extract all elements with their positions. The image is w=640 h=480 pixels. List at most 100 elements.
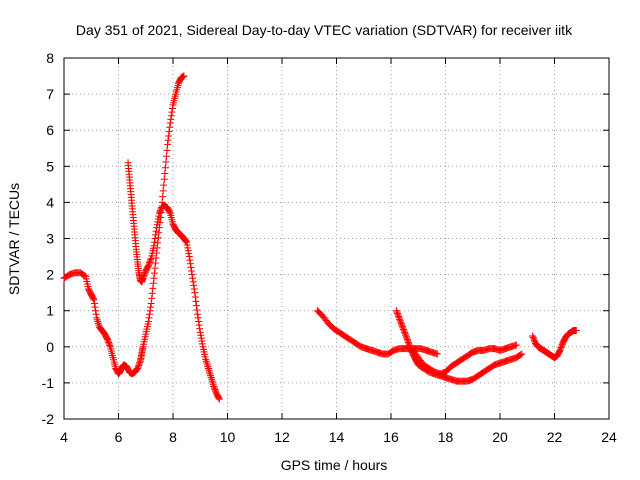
data-point — [140, 271, 148, 279]
data-point — [197, 331, 205, 339]
y-tick-label: -1 — [42, 375, 55, 391]
data-point — [132, 366, 140, 374]
data-point — [194, 310, 202, 318]
data-point — [194, 314, 202, 322]
data-point — [210, 383, 218, 391]
data-point — [141, 270, 149, 278]
data-point — [192, 297, 200, 305]
data-point — [556, 345, 564, 353]
data-point — [150, 238, 158, 246]
data-point — [165, 132, 173, 140]
data-point — [189, 274, 197, 282]
data-point — [166, 119, 174, 127]
data-point — [215, 394, 223, 402]
data-point — [155, 209, 163, 217]
series-arc-3 — [313, 307, 441, 358]
data-point — [104, 337, 112, 345]
y-tick-label: 2 — [46, 267, 54, 283]
x-tick-label: 18 — [438, 429, 454, 445]
data-point — [401, 330, 409, 338]
data-point — [147, 299, 155, 307]
data-point — [166, 208, 174, 216]
data-point — [153, 224, 161, 232]
x-tick-label: 16 — [383, 429, 399, 445]
data-point — [159, 187, 167, 195]
data-point — [205, 366, 213, 374]
data-point — [166, 123, 174, 131]
data-point — [198, 340, 206, 348]
y-tick-label: 3 — [46, 231, 54, 247]
x-tick-label: 8 — [169, 429, 177, 445]
y-tick-label: 1 — [46, 303, 54, 319]
data-point — [89, 295, 97, 303]
data-point — [153, 221, 161, 229]
data-point — [105, 338, 113, 346]
data-point — [189, 278, 197, 286]
data-point — [530, 336, 538, 344]
data-point — [196, 328, 204, 336]
series-arc-1 — [60, 72, 188, 378]
data-point — [191, 289, 199, 297]
data-point — [155, 212, 163, 220]
data-point — [211, 385, 219, 393]
data-point — [150, 274, 158, 282]
data-point — [94, 319, 102, 327]
data-point — [188, 271, 196, 279]
data-point — [529, 332, 537, 340]
data-point — [197, 334, 205, 342]
data-point — [149, 284, 157, 292]
data-point — [160, 175, 168, 183]
data-point — [182, 237, 190, 245]
series-arc-2 — [124, 159, 223, 403]
data-point — [202, 355, 210, 363]
data-point — [151, 264, 159, 272]
data-point — [433, 350, 441, 358]
data-point — [512, 341, 520, 349]
data-markers — [60, 72, 580, 403]
data-point — [215, 395, 223, 403]
data-point — [183, 238, 191, 246]
data-point — [185, 250, 193, 258]
data-point — [517, 351, 525, 359]
chart-title: Day 351 of 2021, Sidereal Day-to-day VTE… — [76, 22, 573, 38]
data-point — [162, 158, 170, 166]
data-point — [147, 303, 155, 311]
data-point — [396, 317, 404, 325]
data-point — [90, 296, 98, 304]
data-point — [192, 302, 200, 310]
data-point — [191, 293, 199, 301]
data-point — [151, 235, 159, 242]
data-point — [400, 327, 408, 335]
data-point — [206, 368, 214, 376]
data-point — [195, 321, 203, 329]
data-point — [154, 215, 162, 223]
data-point — [156, 206, 164, 214]
data-point — [558, 342, 566, 350]
data-point — [140, 273, 148, 281]
data-point — [518, 350, 526, 358]
x-tick-label: 4 — [60, 429, 68, 445]
data-point — [190, 285, 198, 293]
data-point — [182, 237, 190, 245]
data-point — [202, 357, 210, 365]
data-point — [147, 256, 155, 264]
data-point — [193, 306, 201, 314]
data-point — [207, 373, 215, 381]
data-point — [402, 331, 410, 339]
data-point — [208, 377, 216, 385]
data-point — [91, 299, 99, 307]
plot-frame — [63, 57, 610, 420]
data-point — [168, 108, 176, 116]
data-point — [144, 318, 152, 326]
data-point — [105, 340, 113, 348]
data-point — [152, 231, 160, 239]
data-point — [162, 152, 170, 160]
series-arc-5 — [403, 341, 520, 378]
data-point — [144, 262, 152, 270]
data-point — [106, 341, 114, 349]
data-point — [402, 333, 410, 341]
data-point — [394, 311, 402, 319]
data-point — [92, 307, 100, 315]
data-point — [104, 336, 112, 344]
